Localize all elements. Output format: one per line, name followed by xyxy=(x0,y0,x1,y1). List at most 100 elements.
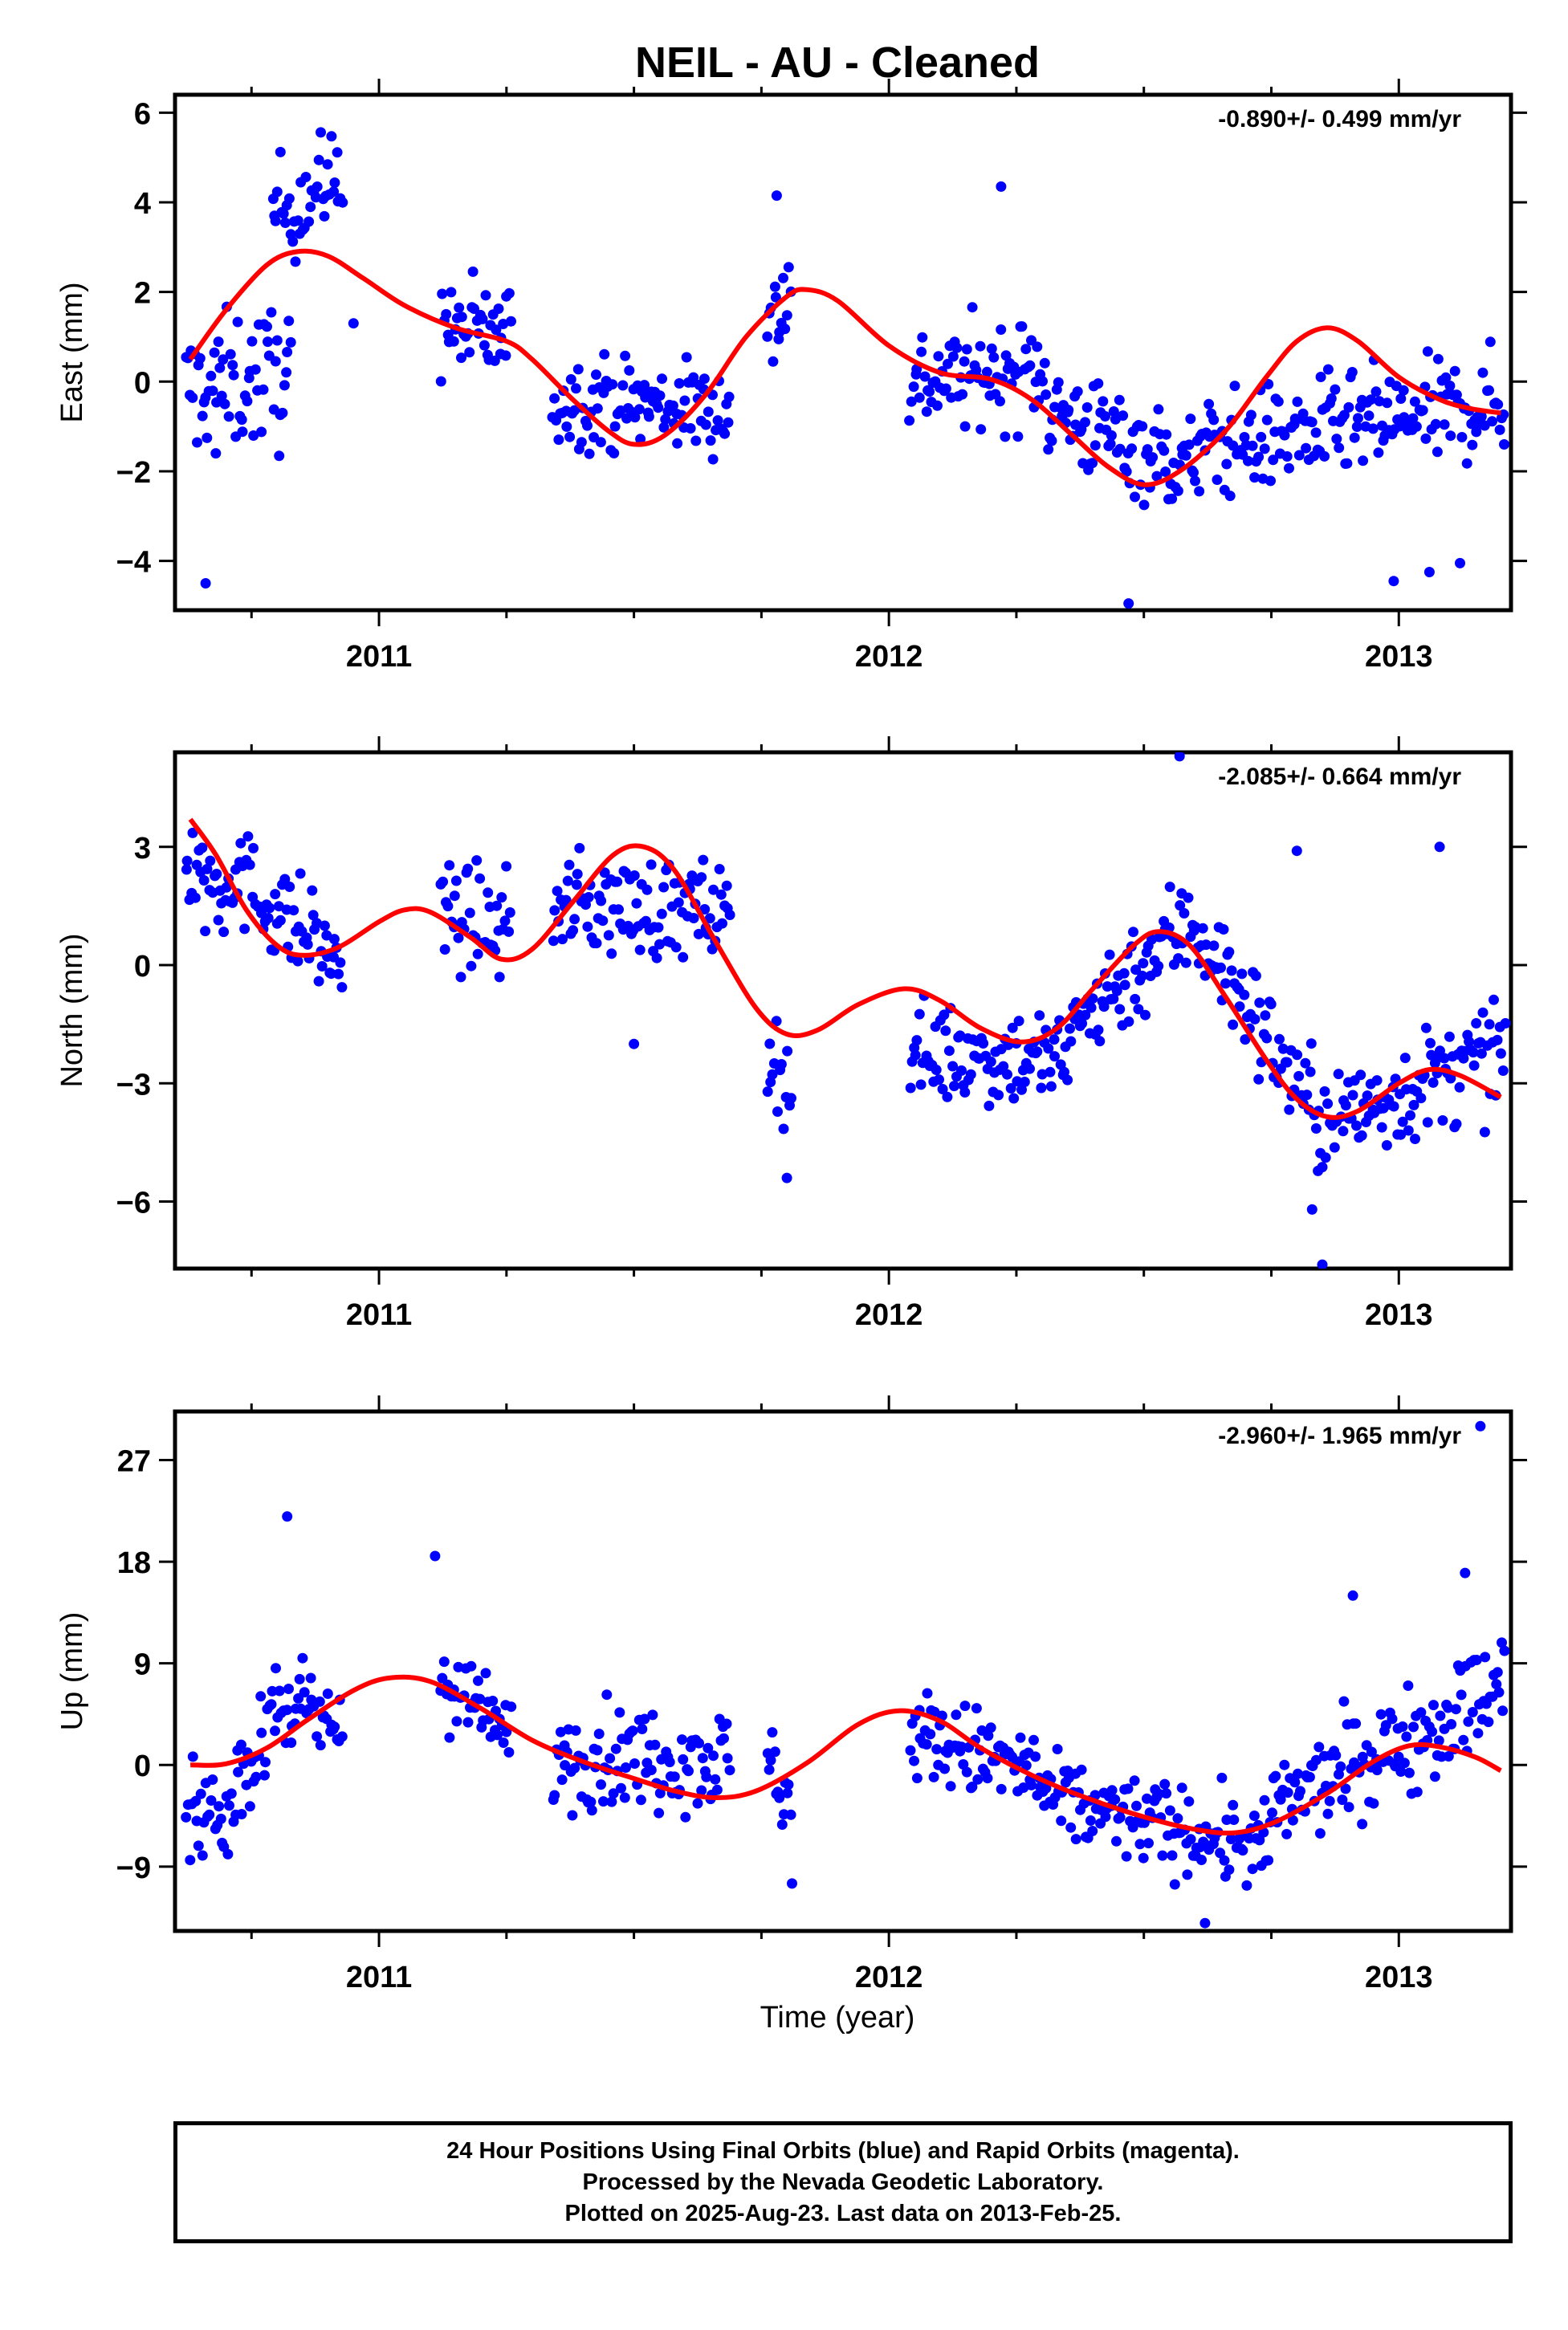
data-point xyxy=(244,859,255,870)
data-point xyxy=(1172,1813,1183,1824)
data-point xyxy=(256,426,267,438)
data-point xyxy=(985,1722,996,1733)
data-point xyxy=(1454,1081,1465,1093)
data-point xyxy=(714,864,725,874)
data-point xyxy=(1062,1074,1073,1086)
y-axis-label: North (mm) xyxy=(55,933,89,1087)
data-point xyxy=(1056,1815,1067,1827)
data-point xyxy=(1180,957,1191,968)
data-point xyxy=(466,960,477,972)
data-point xyxy=(295,868,306,879)
data-point xyxy=(1494,424,1505,435)
data-point xyxy=(1358,455,1369,466)
data-point xyxy=(1250,970,1261,981)
data-point xyxy=(942,1091,953,1102)
data-point xyxy=(305,202,316,213)
data-point xyxy=(1043,444,1054,455)
data-point xyxy=(1388,1101,1399,1112)
y-tick-label: 0 xyxy=(134,1750,151,1783)
data-point xyxy=(574,842,585,853)
data-point xyxy=(329,177,340,188)
data-point xyxy=(1173,953,1184,964)
data-point xyxy=(1451,1704,1461,1715)
data-point xyxy=(959,421,971,432)
data-point xyxy=(1065,1036,1077,1047)
data-point xyxy=(1200,939,1212,951)
data-point xyxy=(1499,1645,1510,1656)
data-point xyxy=(1367,423,1379,434)
data-point xyxy=(263,913,274,923)
data-point xyxy=(303,216,315,227)
data-point xyxy=(1333,1069,1344,1080)
data-point xyxy=(693,928,704,939)
data-point xyxy=(1484,1019,1495,1030)
data-point xyxy=(464,347,475,358)
data-point xyxy=(972,1774,984,1785)
data-point xyxy=(599,348,610,360)
data-point xyxy=(672,438,683,449)
data-point xyxy=(971,1703,982,1714)
data-point xyxy=(776,1819,788,1830)
data-point xyxy=(1425,1037,1436,1049)
data-point xyxy=(1032,341,1043,352)
data-point xyxy=(1164,882,1175,893)
data-point xyxy=(696,872,707,883)
data-point xyxy=(1388,576,1399,587)
data-point xyxy=(586,1805,597,1816)
data-point xyxy=(187,827,198,838)
data-point xyxy=(1102,981,1113,992)
data-point xyxy=(1093,378,1104,389)
data-point xyxy=(501,1726,512,1737)
data-point xyxy=(1130,491,1140,503)
data-point xyxy=(1104,949,1115,960)
data-point xyxy=(1343,1802,1354,1813)
data-point xyxy=(1161,429,1172,440)
data-point xyxy=(1260,1010,1271,1021)
data-point xyxy=(1106,1785,1118,1796)
data-point xyxy=(214,1801,225,1812)
data-point xyxy=(224,1800,234,1811)
data-point xyxy=(1121,1851,1132,1862)
data-point xyxy=(678,951,689,963)
data-point xyxy=(283,1684,294,1694)
data-point xyxy=(1422,1117,1433,1128)
data-point xyxy=(1443,1702,1454,1713)
data-point xyxy=(724,1765,735,1776)
data-point xyxy=(329,1721,340,1733)
data-point xyxy=(996,324,1007,335)
data-point xyxy=(1098,1001,1110,1012)
data-point xyxy=(480,290,491,301)
rate-label: -2.960+/- 1.965 mm/yr xyxy=(1218,1423,1461,1449)
data-point xyxy=(582,921,593,932)
data-point xyxy=(919,371,931,382)
data-point xyxy=(248,430,259,441)
data-point xyxy=(1313,1741,1325,1753)
data-point xyxy=(1444,1031,1455,1042)
data-point xyxy=(1030,1751,1041,1762)
data-point xyxy=(275,914,286,926)
data-point xyxy=(776,1059,787,1069)
data-point xyxy=(300,172,312,182)
data-point xyxy=(670,942,682,953)
data-point xyxy=(1319,450,1330,462)
y-tick-label: 6 xyxy=(134,97,151,131)
data-point xyxy=(1188,467,1199,478)
data-point xyxy=(1475,1420,1486,1432)
y-tick-label: −9 xyxy=(116,1851,151,1885)
data-point xyxy=(591,369,601,381)
data-point xyxy=(1468,1047,1479,1058)
data-point xyxy=(1020,1760,1032,1771)
data-point xyxy=(1355,1069,1366,1081)
data-point xyxy=(1322,1808,1334,1819)
data-point xyxy=(1111,1835,1122,1847)
data-point xyxy=(557,934,568,945)
data-point xyxy=(322,1688,333,1699)
data-point xyxy=(576,437,587,448)
data-point xyxy=(1180,450,1191,461)
data-point xyxy=(1263,1855,1274,1866)
data-point xyxy=(1398,385,1409,396)
data-point xyxy=(653,922,664,933)
data-point xyxy=(1122,1783,1134,1794)
data-point xyxy=(1335,1761,1346,1772)
data-point xyxy=(1281,1057,1293,1068)
